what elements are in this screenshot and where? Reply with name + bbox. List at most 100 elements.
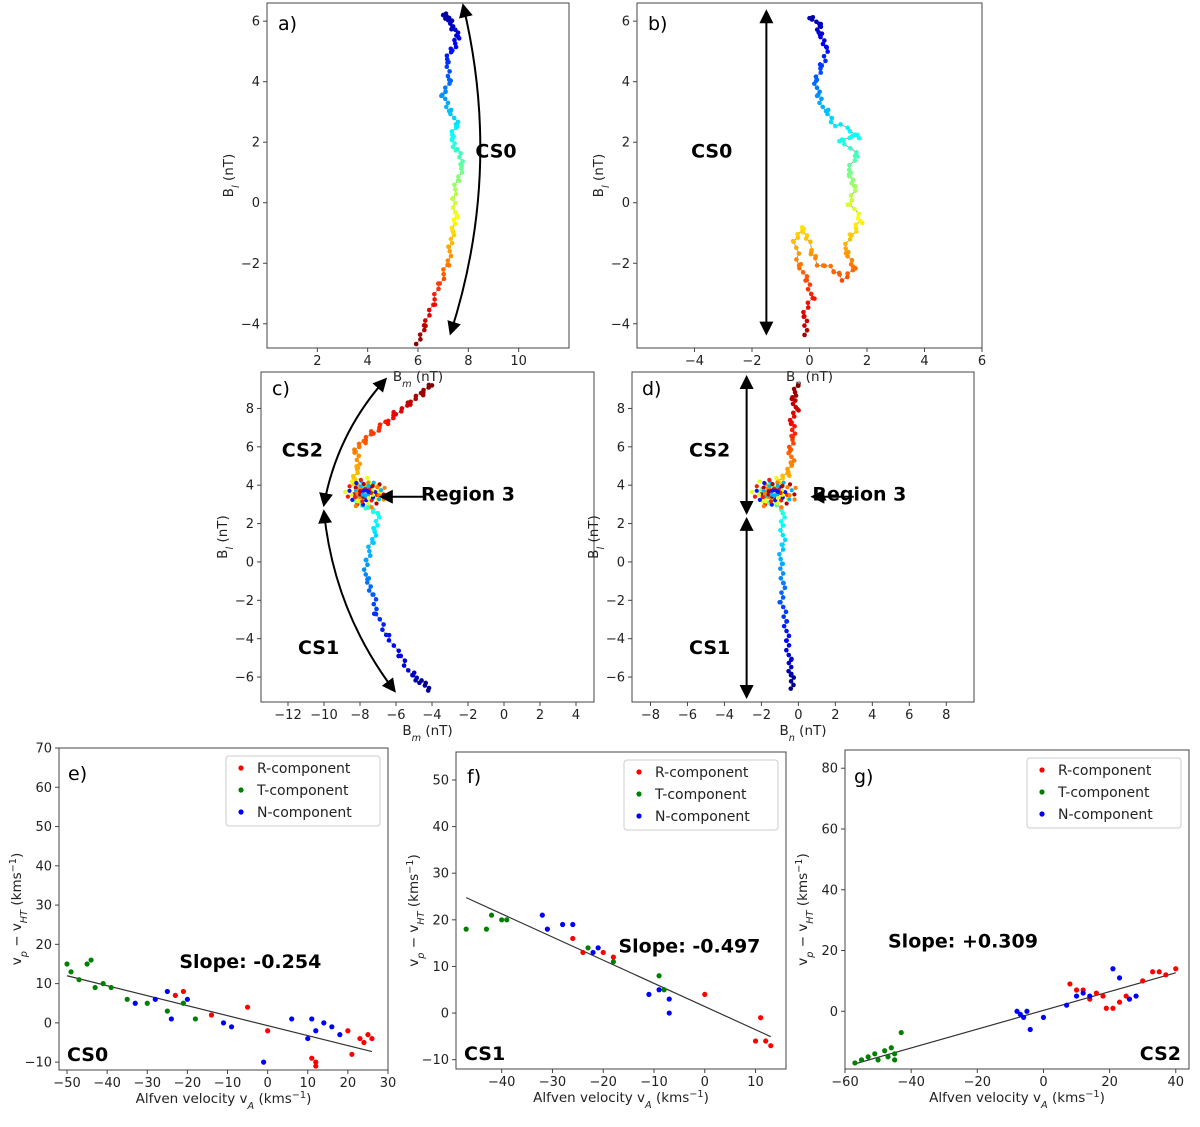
- trajectory-point: [754, 488, 759, 493]
- trajectory-point: [784, 619, 789, 624]
- trajectory-point: [786, 668, 791, 674]
- trajectory-point: [356, 441, 362, 447]
- point-r-component: [758, 1015, 764, 1021]
- x-tick-label: −6: [678, 708, 697, 723]
- trajectory-point: [808, 239, 813, 245]
- y-tick-label: −4: [241, 317, 260, 332]
- trajectory-point: [805, 286, 811, 292]
- point-n-component: [1024, 1008, 1030, 1014]
- trajectory-point: [410, 672, 415, 678]
- point-n-component: [1110, 966, 1116, 972]
- trajectory-point: [852, 158, 858, 163]
- case-label: CS0: [67, 1044, 108, 1066]
- y-tick-label: 2: [617, 517, 625, 532]
- y-tick-label: 0: [441, 1007, 449, 1022]
- x-tick-label: −8: [641, 708, 660, 723]
- plot-frame: [266, 2, 570, 349]
- x-tick-label: 10: [299, 1076, 316, 1091]
- plot-frame: [260, 371, 595, 703]
- plot-frame: [636, 2, 983, 349]
- trajectory-point: [796, 383, 801, 388]
- trajectory-point: [780, 595, 786, 600]
- point-t-component: [888, 1045, 894, 1051]
- trajectory-point: [791, 414, 797, 419]
- trajectory-point: [856, 135, 862, 141]
- x-tick-label: −4: [422, 708, 441, 723]
- trajectory-point: [358, 489, 363, 494]
- legend-box: [225, 755, 381, 827]
- x-tick-label: 6: [905, 708, 913, 723]
- x-tick-label: 2: [536, 708, 544, 723]
- trajectory-point: [347, 484, 352, 489]
- trajectory-point: [371, 601, 377, 607]
- point-t-component: [885, 1054, 891, 1060]
- y-tick-label: 30: [432, 867, 449, 882]
- trajectory-point: [819, 63, 825, 68]
- trajectory-point: [839, 137, 845, 142]
- trajectory-point: [803, 236, 809, 241]
- panel-label: d): [642, 378, 661, 400]
- trajectory-point: [778, 556, 783, 562]
- point-n-component: [228, 1024, 235, 1030]
- trajectory-point: [458, 150, 463, 156]
- point-r-component: [172, 992, 178, 998]
- regression-line: [854, 972, 1176, 1065]
- trajectory-point: [786, 444, 792, 450]
- trajectory-point: [775, 489, 781, 495]
- trajectory-point: [795, 231, 800, 237]
- trajectory-point: [386, 638, 392, 643]
- legend-label: R-component: [655, 765, 749, 781]
- legend-box: [623, 759, 779, 831]
- trajectory-point: [381, 497, 386, 502]
- point-n-component: [570, 921, 576, 928]
- trajectory-point: [381, 622, 386, 627]
- trajectory-point: [780, 523, 786, 528]
- trajectory-point: [779, 590, 784, 595]
- trajectory-point: [847, 129, 853, 134]
- trajectory-point: [796, 263, 802, 268]
- trajectory-point: [374, 501, 379, 506]
- trajectory-point: [793, 404, 799, 410]
- trajectory-point: [793, 245, 799, 251]
- point-r-component: [349, 1051, 355, 1057]
- trajectory-point: [787, 497, 792, 502]
- point-t-component: [144, 1000, 150, 1006]
- y-tick-label: 6: [246, 440, 254, 455]
- trajectory-point: [813, 255, 818, 261]
- y-tick-label: 0: [246, 555, 254, 570]
- trajectory-point: [801, 314, 807, 320]
- trajectory-point: [370, 536, 375, 542]
- y-tick-label: −4: [235, 632, 254, 647]
- y-tick-label: 60: [35, 781, 52, 796]
- trajectory-point: [376, 497, 382, 502]
- trajectory-point: [363, 557, 369, 563]
- region-3-label: Region 3: [421, 484, 515, 506]
- trajectory-point: [796, 251, 802, 256]
- trajectory-point: [791, 682, 796, 688]
- point-n-component: [289, 1016, 295, 1022]
- trajectory-point: [441, 267, 446, 272]
- trajectory-point: [374, 606, 379, 612]
- trajectory-point: [375, 523, 380, 528]
- point-n-component: [646, 991, 652, 998]
- trajectory-point: [377, 616, 383, 622]
- y-axis-label: Bl (nT): [215, 515, 236, 559]
- trajectory-point: [849, 197, 855, 203]
- trajectory-point: [376, 493, 382, 498]
- trajectory-point: [455, 214, 460, 220]
- x-tick-label: 0: [500, 708, 508, 723]
- trajectory-point: [839, 278, 845, 283]
- legend-marker: [636, 813, 642, 819]
- legend-label: N-component: [257, 805, 352, 821]
- point-n-component: [666, 1010, 672, 1016]
- panel-label: g): [854, 766, 873, 788]
- trajectory-point: [366, 489, 371, 495]
- y-tick-label: −2: [611, 257, 630, 272]
- point-n-component: [1027, 1026, 1033, 1033]
- trajectory-point: [422, 327, 427, 333]
- trajectory-point: [778, 519, 784, 524]
- trajectory-point: [399, 406, 405, 411]
- trajectory-point: [375, 485, 380, 490]
- y-tick-label: 4: [246, 479, 254, 494]
- y-tick-label: 0: [830, 1005, 838, 1020]
